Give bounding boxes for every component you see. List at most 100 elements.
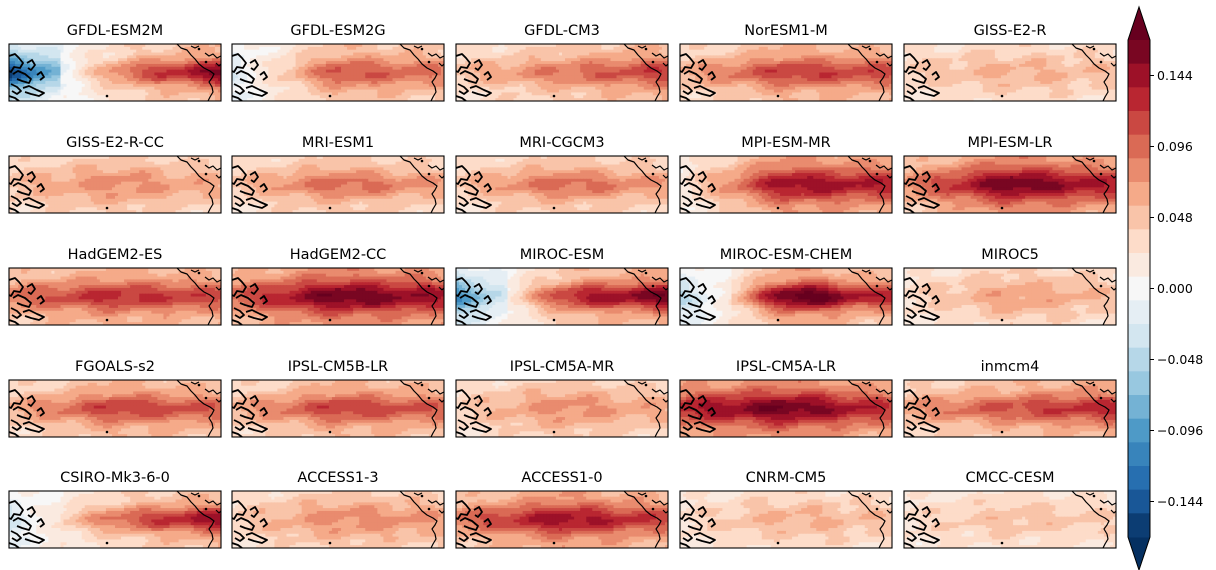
field-cell [586, 61, 590, 65]
field-cell [534, 75, 539, 79]
field-cell [698, 55, 702, 59]
field-cell [770, 55, 775, 59]
field-cell [39, 46, 43, 51]
field-cell [310, 49, 315, 53]
field-cell [710, 52, 714, 56]
field-cell [301, 58, 306, 62]
field-cell [658, 49, 663, 53]
field-cell [543, 75, 548, 79]
field-cell [565, 55, 569, 59]
field-cell [160, 55, 164, 59]
field-cell [142, 98, 146, 101]
field-cell [571, 89, 575, 93]
field-cell [531, 44, 536, 48]
field-cell [325, 61, 330, 65]
field-cell [344, 52, 348, 56]
field-cell [655, 44, 660, 48]
field-cell [598, 49, 602, 53]
field-cell [84, 92, 89, 96]
field-cell [274, 52, 278, 56]
field-cell [592, 95, 596, 99]
field-cell [770, 61, 775, 65]
field-cell [558, 46, 563, 51]
field-cell [837, 52, 841, 56]
field-cell [196, 72, 201, 76]
field-cell [374, 55, 378, 59]
field-cell [289, 61, 293, 65]
field-cell [157, 63, 161, 68]
field-cell [725, 44, 729, 48]
field-cell [199, 92, 204, 96]
field-cell [304, 66, 309, 71]
field-cell [130, 49, 134, 53]
field-cell [102, 86, 107, 90]
field-cell [392, 63, 396, 68]
field-cell [51, 44, 55, 48]
field-cell [24, 75, 28, 79]
field-cell [322, 55, 327, 59]
field-cell [428, 61, 433, 65]
field-cell [286, 61, 290, 65]
field-cell [75, 49, 80, 53]
field-cell [643, 86, 648, 90]
field-cell [380, 46, 384, 51]
field-cell [121, 89, 125, 93]
field-cell [196, 95, 201, 99]
field-cell [280, 46, 284, 51]
field-cell [322, 75, 327, 79]
field-cell [407, 89, 412, 93]
field-cell [810, 49, 814, 53]
field-cell [477, 61, 481, 65]
field-cell [531, 61, 536, 65]
field-cell [574, 69, 578, 73]
field-cell [344, 75, 348, 79]
field-cell [459, 55, 463, 59]
field-cell [864, 49, 869, 53]
field-cell [707, 63, 711, 68]
field-cell [157, 72, 161, 76]
field-cell [625, 58, 630, 62]
field-cell [846, 58, 850, 62]
field-cell [549, 92, 554, 96]
field-cell [434, 75, 439, 79]
field-cell [786, 61, 790, 65]
field-cell [39, 49, 43, 53]
field-cell [277, 52, 281, 56]
field-cell [268, 72, 272, 76]
field-cell [843, 58, 847, 62]
field-cell [680, 61, 684, 65]
field-cell [577, 92, 581, 96]
field-cell [734, 63, 738, 68]
field-cell [374, 61, 378, 65]
field-cell [208, 81, 213, 85]
field-cell [268, 58, 272, 62]
field-cell [301, 61, 306, 65]
field-cell [271, 75, 275, 79]
field-cell [295, 83, 300, 88]
field-cell [118, 49, 122, 53]
field-cell [613, 95, 617, 99]
field-cell [413, 72, 418, 76]
field-cell [471, 69, 475, 73]
field-cell [199, 55, 204, 59]
field-cell [253, 63, 257, 68]
field-cell [151, 78, 155, 82]
field-cell [60, 58, 64, 62]
field-cell [377, 61, 381, 65]
field-cell [108, 98, 113, 101]
field-cell [655, 66, 660, 71]
field-cell [610, 58, 614, 62]
field-cell [301, 78, 306, 82]
field-cell [519, 55, 524, 59]
field-cell [69, 49, 73, 53]
field-cell [331, 86, 336, 90]
field-cell [241, 44, 245, 48]
field-cell [184, 63, 189, 68]
field-cell [495, 89, 499, 93]
field-cell [634, 66, 639, 71]
field-cell [752, 46, 757, 51]
field-cell [392, 78, 396, 82]
field-cell [90, 75, 95, 79]
field-cell [205, 55, 210, 59]
field-cell [628, 86, 633, 90]
